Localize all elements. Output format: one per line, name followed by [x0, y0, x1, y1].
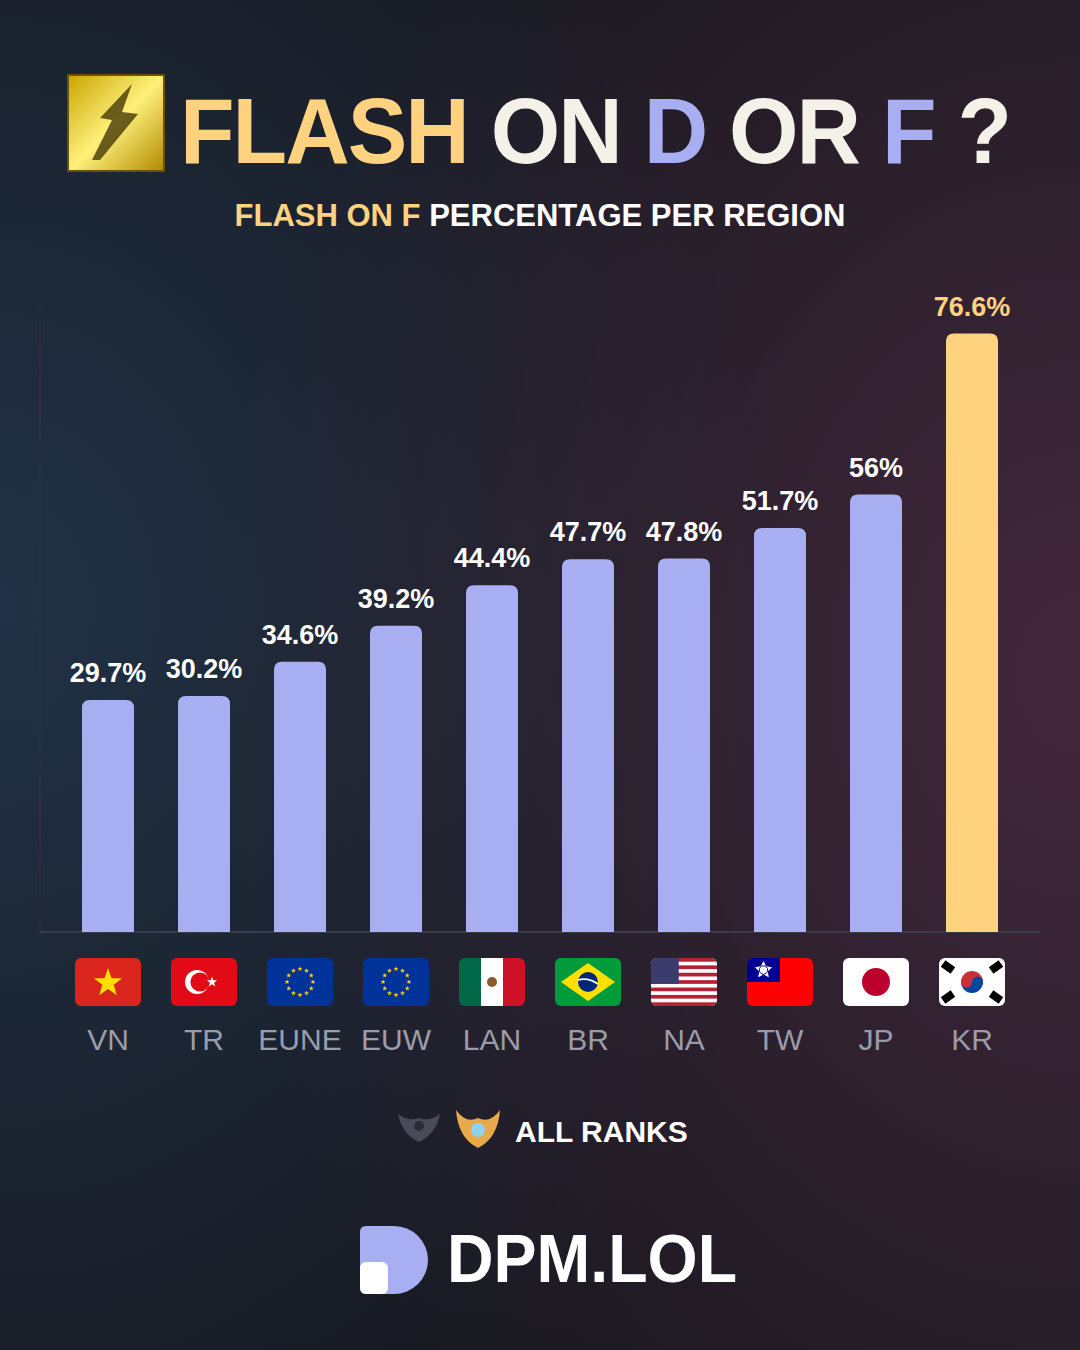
subtitle-word: PERCENTAGE [429, 198, 651, 233]
bars [82, 334, 998, 932]
data-label: 47.8% [646, 517, 723, 547]
data-label: 29.7% [70, 658, 147, 688]
flag [747, 958, 813, 1006]
flash-icon [68, 75, 164, 171]
title-word: ? [957, 80, 1010, 182]
background-glow [0, 0, 1080, 1350]
category-label: EUW [361, 1023, 432, 1056]
bar [466, 585, 518, 932]
data-label: 51.7% [742, 486, 819, 516]
flag [555, 958, 621, 1006]
flag [459, 958, 525, 1006]
bar [850, 495, 902, 933]
bar [82, 700, 134, 932]
subtitle-word: PER [651, 198, 723, 233]
bar [370, 626, 422, 932]
subtitle-word: F [402, 198, 430, 233]
data-label: 30.2% [166, 654, 243, 684]
data-label: 76.6% [934, 292, 1011, 322]
subtitle-word: FLASH [235, 198, 347, 233]
flag [267, 958, 333, 1006]
rank-icons [398, 1110, 500, 1148]
title: FLASH ON D OR F ? [180, 80, 1010, 182]
title-word: OR [729, 80, 882, 182]
flag [75, 958, 141, 1006]
bar [754, 528, 806, 932]
category-label: NA [663, 1023, 705, 1056]
category-label: VN [87, 1023, 129, 1056]
bar [658, 559, 710, 932]
category-label: JP [858, 1023, 893, 1056]
brand-name: DPM.LOL [447, 1220, 737, 1296]
bar [946, 334, 998, 932]
flag [363, 958, 429, 1006]
category-label: LAN [463, 1023, 521, 1056]
category-label: EUNE [258, 1023, 341, 1056]
flag [171, 958, 237, 1006]
data-label: 44.4% [454, 543, 531, 573]
subtitle-word: ON [346, 198, 401, 233]
chart-svg: FLASH ON D OR F ?FLASH ON F PERCENTAGE P… [0, 0, 1080, 1350]
title-word: FLASH [180, 80, 491, 182]
subtitle-word: REGION [723, 198, 845, 233]
category-label: KR [951, 1023, 993, 1056]
chart-root: FLASH ON D OR F ?FLASH ON F PERCENTAGE P… [0, 0, 1080, 1350]
rank-filter-label: ALL RANKS [515, 1115, 688, 1148]
bar [274, 662, 326, 932]
subtitle: FLASH ON F PERCENTAGE PER REGION [235, 198, 846, 233]
category-label: TR [184, 1023, 224, 1056]
title-word: D [644, 80, 729, 182]
bar [562, 559, 614, 932]
data-label: 47.7% [550, 517, 627, 547]
title-word: ON [491, 80, 644, 182]
brand-logo [360, 1226, 428, 1294]
category-label: BR [567, 1023, 609, 1056]
data-label: 34.6% [262, 620, 339, 650]
flag [843, 958, 909, 1006]
flag [651, 958, 717, 1006]
bar [178, 696, 230, 932]
title-word: F [882, 80, 957, 182]
background-glow [0, 0, 1080, 1350]
data-label: 39.2% [358, 584, 435, 614]
category-label: TW [757, 1023, 804, 1056]
flag [939, 958, 1005, 1006]
background [0, 0, 1080, 1350]
data-label: 56% [849, 453, 903, 483]
y-axis-line [40, 307, 41, 932]
